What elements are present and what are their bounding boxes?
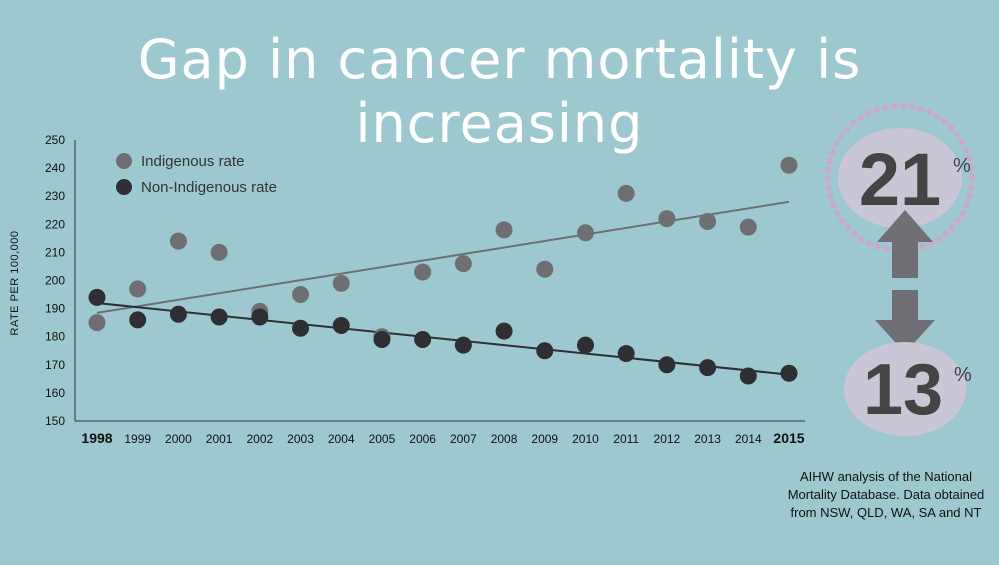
legend-marker-indigenous [116, 153, 132, 169]
y-tick-label: 160 [45, 386, 65, 400]
x-tick-label: 2013 [694, 432, 721, 446]
x-tick-label: 1998 [81, 430, 112, 446]
data-point-non-indigenous [129, 311, 147, 329]
trendlines [96, 200, 790, 376]
data-point-non-indigenous [454, 336, 472, 354]
data-point-non-indigenous [780, 364, 798, 382]
x-tick-label: 2001 [206, 432, 233, 446]
x-tick-label: 2004 [328, 432, 355, 446]
top-gap-value: 21 [859, 138, 941, 221]
data-point-non-indigenous [739, 367, 757, 385]
x-tick-label: 2002 [246, 432, 273, 446]
trendline-non-indigenous [96, 301, 790, 376]
data-point-indigenous [414, 263, 432, 281]
y-tick-label: 200 [45, 274, 65, 288]
y-tick-label: 150 [45, 414, 65, 428]
data-point-indigenous [699, 212, 717, 230]
y-tick-label: 210 [45, 245, 65, 259]
data-points [88, 156, 798, 385]
x-tick-label: 2009 [531, 432, 558, 446]
x-tick-label: 2008 [491, 432, 518, 446]
x-tick-label: 2012 [654, 432, 681, 446]
x-tick-label: 2014 [735, 432, 762, 446]
double-arrow-icon-lower [875, 290, 935, 353]
y-tick-label: 180 [45, 330, 65, 344]
x-tick-label: 2007 [450, 432, 477, 446]
x-tick-label: 1999 [124, 432, 151, 446]
data-point-indigenous [576, 224, 594, 242]
y-axis-label: RATE PER 100,000 [9, 230, 21, 335]
x-tick-label: 2005 [369, 432, 396, 446]
legend-label-indigenous: Indigenous rate [141, 153, 244, 170]
trendline-indigenous [96, 200, 790, 314]
data-point-non-indigenous [373, 331, 391, 349]
data-point-indigenous [292, 286, 310, 304]
dotted-ring-icon [825, 103, 975, 253]
data-point-indigenous [617, 184, 635, 202]
bottom-gap-unit: % [954, 364, 972, 386]
x-tick-label: 2010 [572, 432, 599, 446]
data-point-indigenous [88, 314, 106, 332]
data-point-non-indigenous [210, 308, 228, 326]
data-point-non-indigenous [251, 308, 269, 326]
data-point-indigenous [210, 243, 228, 261]
data-point-non-indigenous [292, 319, 310, 337]
data-point-non-indigenous [536, 342, 554, 360]
data-point-non-indigenous [332, 316, 350, 334]
bottom-gap-circle [844, 342, 966, 436]
data-point-non-indigenous [88, 288, 106, 306]
y-tick-label: 170 [45, 358, 65, 372]
top-gap-unit: % [953, 155, 971, 177]
data-point-indigenous [169, 232, 187, 250]
double-arrow-icon [877, 210, 933, 278]
data-point-non-indigenous [414, 331, 432, 349]
data-point-indigenous [332, 274, 350, 292]
x-tick-label: 2000 [165, 432, 192, 446]
x-tick-label: 2006 [409, 432, 436, 446]
x-tick-label: 2011 [613, 432, 639, 446]
data-point-indigenous [129, 280, 147, 298]
data-point-indigenous [495, 221, 513, 239]
x-tick-label: 2003 [287, 432, 314, 446]
x-tick-label: 2015 [773, 430, 804, 446]
source-note: AIHW analysis of the National Mortality … [787, 469, 985, 520]
data-point-indigenous [739, 218, 757, 236]
data-point-non-indigenous [169, 305, 187, 323]
y-tick-label: 230 [45, 189, 65, 203]
legend: Indigenous rate Non-Indigenous rate [116, 153, 277, 196]
bottom-gap-value: 13 [863, 350, 943, 430]
data-point-indigenous [780, 156, 798, 174]
axes [74, 140, 805, 422]
x-axis-ticks: 1998 1999 2000 2001 2002 2003 2004 2005 2006 2007… [81, 430, 804, 446]
y-axis-ticks: 150 160 170 180 190 200 210 220 230 240 250 [45, 133, 65, 428]
slide-title: Gap in cancer mortality is increasing [137, 28, 862, 155]
data-point-non-indigenous [658, 356, 676, 374]
top-gap-circle [838, 128, 962, 228]
y-tick-label: 250 [45, 133, 65, 147]
data-point-indigenous [658, 210, 676, 228]
data-point-non-indigenous [576, 336, 594, 354]
legend-label-non-indigenous: Non-Indigenous rate [141, 179, 277, 196]
y-tick-label: 220 [45, 217, 65, 231]
legend-marker-non-indigenous [116, 179, 132, 195]
gap-callout: 21 % 13 % [825, 103, 975, 436]
data-point-non-indigenous [495, 322, 513, 340]
y-tick-label: 240 [45, 161, 65, 175]
data-point-indigenous [454, 255, 472, 273]
data-point-non-indigenous [617, 345, 635, 363]
y-tick-label: 190 [45, 302, 65, 316]
data-point-non-indigenous [699, 359, 717, 377]
data-point-indigenous [536, 260, 554, 278]
